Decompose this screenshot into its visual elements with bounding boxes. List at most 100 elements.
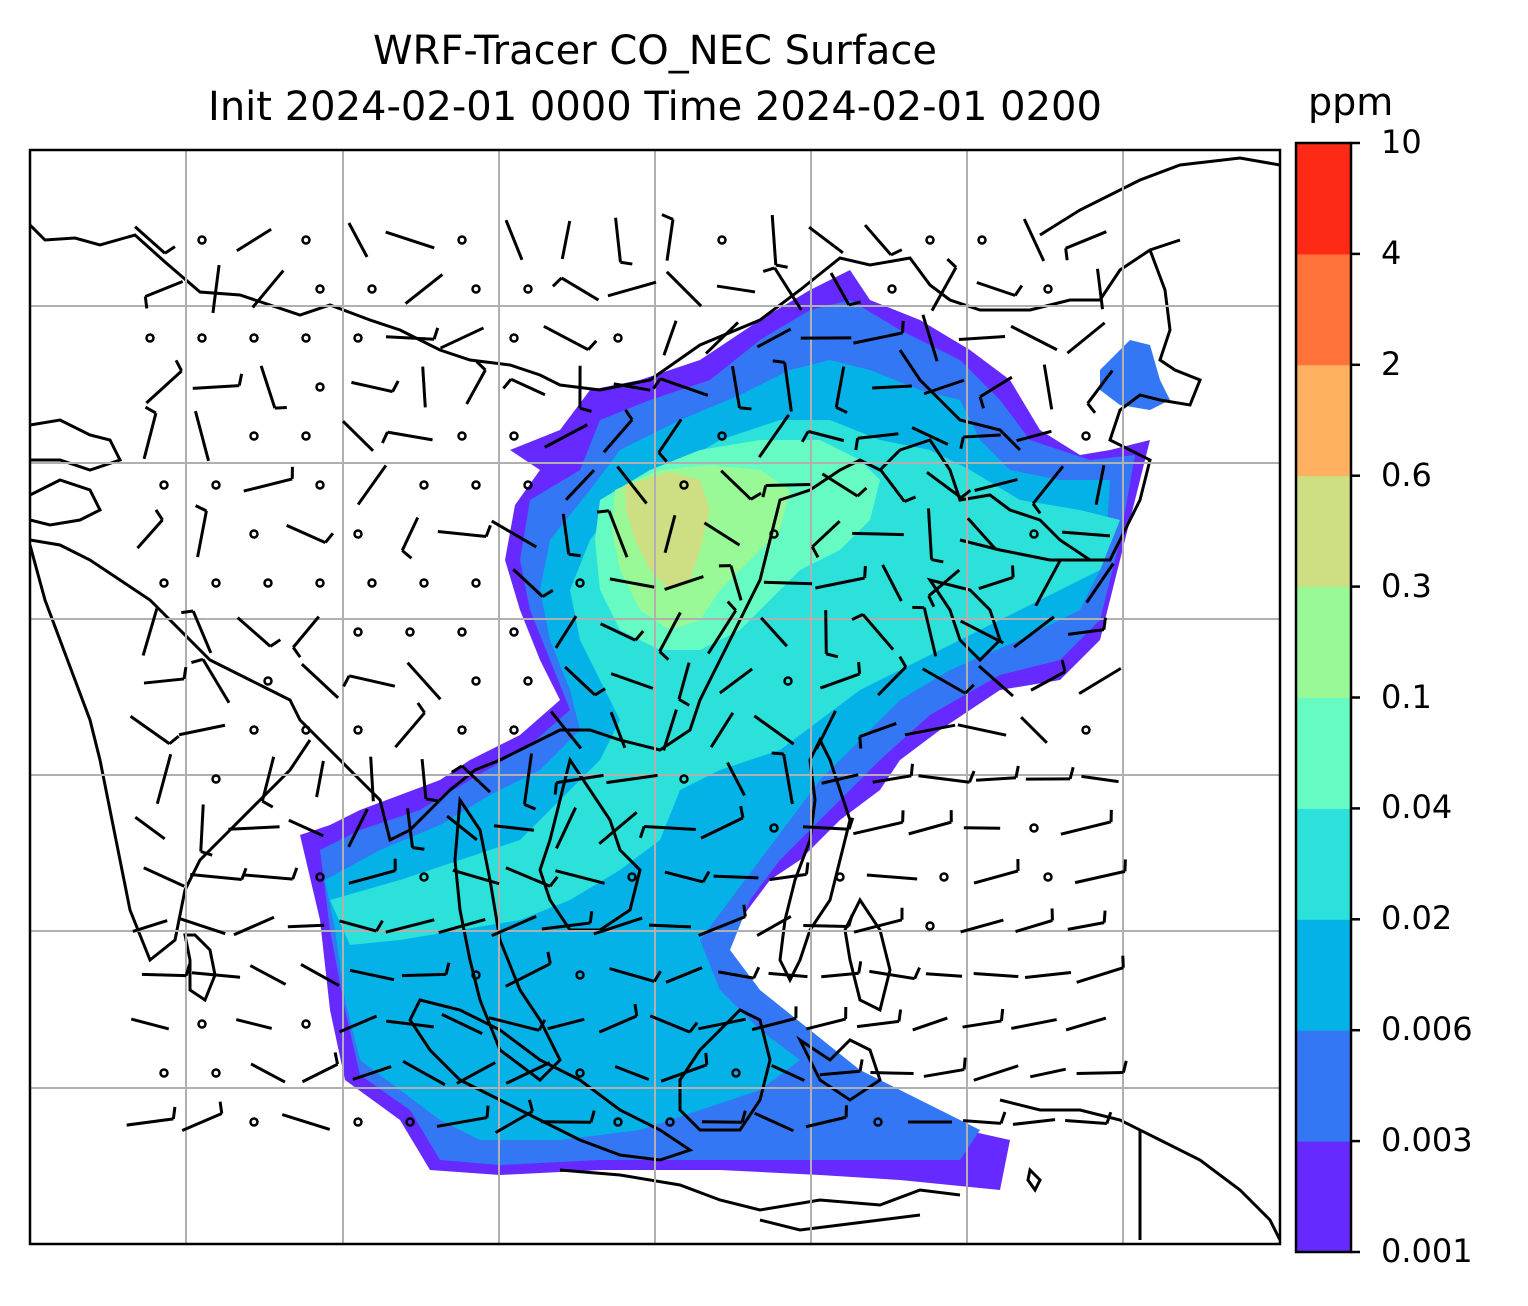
wind-barb (490, 519, 538, 549)
wind-barb (211, 264, 221, 314)
wind-barb (599, 622, 645, 642)
calm-wind-marker (159, 480, 169, 490)
calm-wind-marker (405, 1117, 415, 1127)
wind-barb (281, 1113, 331, 1131)
wind-barb (465, 360, 487, 405)
wind-barb (286, 524, 335, 544)
wind-barb (973, 1064, 1019, 1082)
wind-barb (385, 230, 435, 250)
calm-wind-marker (249, 431, 259, 441)
wind-barb (713, 874, 759, 880)
wind-barb (1031, 465, 1065, 515)
calm-wind-marker (679, 774, 689, 784)
wind-barb (821, 961, 863, 979)
wind-barb (1078, 667, 1122, 695)
wind-barb (192, 373, 244, 390)
wind-barb (858, 722, 897, 749)
calm-wind-marker (665, 1117, 675, 1127)
wind-barb (385, 327, 440, 341)
wind-barb (805, 1105, 848, 1129)
wind-barb (1067, 910, 1107, 931)
wind-barb (1061, 530, 1111, 538)
map-title-line1: WRF-Tracer CO_NEC Surface (372, 28, 938, 74)
wind-barb (904, 723, 956, 737)
wind-barb (610, 672, 654, 690)
wind-barb (259, 365, 287, 410)
wind-barb (438, 917, 486, 935)
wind-barb (342, 674, 396, 688)
wind-barb (143, 866, 185, 888)
wind-barb (912, 1016, 948, 1032)
calm-wind-marker (679, 480, 689, 490)
wind-barb (505, 1061, 551, 1085)
wind-barb (821, 472, 868, 498)
wind-barb (701, 1110, 747, 1124)
wind-barb (504, 219, 524, 261)
wind-barb (194, 504, 208, 558)
wind-barb (800, 429, 845, 443)
wind-barb (1076, 1060, 1128, 1075)
plume-level-mid2 (330, 420, 1120, 945)
wind-barb (1013, 615, 1055, 649)
wind-barb (1020, 716, 1048, 744)
calm-wind-marker (509, 333, 519, 343)
wind-barb (853, 810, 905, 836)
wind-barb (921, 667, 975, 695)
wind-barb (593, 916, 643, 936)
calm-wind-marker (419, 578, 429, 588)
wind-barb (598, 811, 638, 845)
wind-barb (564, 665, 606, 697)
wind-barb (549, 710, 583, 750)
wind-barb (287, 923, 325, 929)
wind-barb (561, 513, 581, 558)
wind-barb (834, 366, 848, 414)
wind-barb (1042, 364, 1054, 410)
calm-wind-marker (783, 676, 793, 686)
calm-wind-marker (353, 1117, 363, 1127)
wind-barb (966, 517, 998, 551)
wind-barb (978, 664, 1014, 698)
calm-wind-marker (471, 578, 481, 588)
wind-barb (191, 971, 241, 979)
calm-wind-marker (717, 235, 727, 245)
calm-wind-marker (249, 725, 259, 735)
wind-barb (300, 663, 340, 699)
wind-barb (763, 580, 813, 586)
wind-barb (677, 662, 691, 707)
colorbar-segment (1296, 143, 1351, 255)
wind-barb (451, 764, 492, 794)
wind-barb (1016, 429, 1052, 443)
colorbar-tick-label: 0.003 (1381, 1121, 1473, 1160)
wind-barb (178, 916, 226, 936)
wind-barb (962, 1111, 1007, 1125)
calm-wind-marker (457, 431, 467, 441)
wind-barb (908, 810, 953, 836)
wind-barb (1025, 766, 1075, 781)
colorbar-segment (1296, 1141, 1351, 1253)
wind-barb (540, 1110, 596, 1124)
colorbar-tick-label: 10 (1381, 123, 1422, 161)
wind-barb (1029, 1067, 1067, 1079)
wind-barb (555, 806, 577, 850)
calm-wind-marker (925, 921, 935, 931)
wind-barb (436, 1105, 490, 1128)
calm-wind-marker (249, 1117, 259, 1127)
calm-wind-marker (211, 480, 221, 490)
calm-wind-marker (315, 872, 325, 882)
calm-wind-marker (575, 1068, 585, 1078)
wind-barb (1034, 559, 1062, 607)
calm-wind-marker (731, 1068, 741, 1078)
colorbar-tick-label: 2 (1381, 344, 1402, 383)
wind-barb (339, 919, 384, 933)
colorbar-segment (1296, 364, 1351, 477)
wind-barb (762, 266, 803, 311)
calm-wind-marker (301, 725, 311, 735)
wind-barb (770, 214, 788, 269)
wind-barb (1067, 617, 1107, 636)
wind-barb (505, 866, 559, 888)
graticule (30, 150, 1280, 1244)
wind-barb (191, 657, 231, 704)
wind-barb (664, 575, 704, 591)
wind-barb (236, 616, 282, 648)
wind-barb (1011, 1018, 1057, 1030)
